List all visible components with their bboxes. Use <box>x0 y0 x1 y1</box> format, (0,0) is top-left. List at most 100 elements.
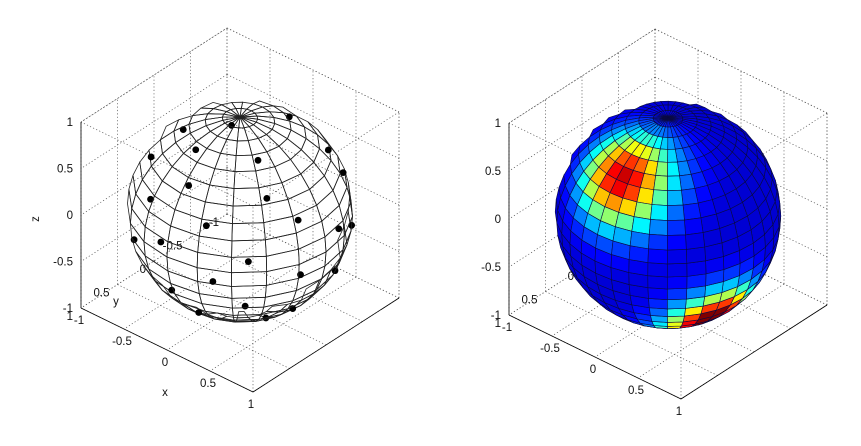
wire-cell <box>295 265 326 292</box>
right-sphere-surface-plot: -1-0.500.51-1-0.500.51-1-0.500.51 <box>481 28 828 418</box>
wire-cell <box>286 129 307 151</box>
z-tick-label: 0 <box>67 210 73 222</box>
wire-cell <box>289 120 307 140</box>
surface-cell <box>686 246 706 264</box>
grid-line <box>545 291 718 376</box>
z-tick-label: 0 <box>495 214 501 226</box>
grid-line <box>190 237 363 322</box>
z-tick-label: 1 <box>67 117 73 129</box>
grid-line <box>226 213 400 299</box>
data-point <box>195 309 203 316</box>
wire-cell <box>197 235 233 258</box>
wire-cell <box>274 158 302 184</box>
x-tick-label: 1 <box>676 406 682 418</box>
wire-cell <box>135 178 155 213</box>
surface-cell <box>636 187 655 205</box>
surface-cell <box>667 315 685 323</box>
wire-cell <box>278 138 302 161</box>
wire-cell <box>231 306 265 316</box>
surface-cell <box>653 175 668 191</box>
box-edge <box>508 28 656 124</box>
wire-cell <box>219 138 238 157</box>
wire-cell <box>196 251 232 274</box>
box-edge <box>654 28 828 114</box>
axis-line <box>80 307 254 393</box>
surface-cell <box>667 234 687 251</box>
surface-cell <box>681 188 699 206</box>
grid-line <box>153 260 327 346</box>
surface-cell <box>629 230 650 250</box>
wire-cell <box>232 204 265 225</box>
wire-cell <box>232 187 263 207</box>
z-tick-label: -1 <box>491 310 501 322</box>
data-point <box>185 182 193 189</box>
x-tick-label: 0 <box>162 357 168 369</box>
y-tick-label: 0.5 <box>522 295 538 307</box>
wire-cell <box>206 108 228 115</box>
wire-cell <box>196 147 222 170</box>
surface-cell <box>647 287 668 301</box>
y-tick-label: -0.5 <box>163 241 183 253</box>
surface-cell <box>655 161 668 177</box>
surface-cell <box>648 219 668 236</box>
wire-cell <box>171 152 198 179</box>
box-edge <box>252 111 400 207</box>
data-point <box>241 302 249 310</box>
axis-line <box>508 314 682 400</box>
wire-cell <box>226 126 240 142</box>
x-tick-label: 0.5 <box>200 378 216 390</box>
x-tick-label: -0.5 <box>112 336 132 348</box>
x-axis-label: x <box>162 387 168 399</box>
box-edge <box>80 121 254 207</box>
grid-line <box>508 28 656 124</box>
wire-cell <box>231 296 266 309</box>
wire-cell <box>324 219 345 253</box>
y-tick-label: 0 <box>568 271 574 283</box>
wire-cell <box>173 123 191 144</box>
wire-cell <box>141 165 163 197</box>
surface-cell <box>667 249 688 265</box>
data-point <box>254 156 262 164</box>
data-point <box>147 153 155 161</box>
surface-cell <box>647 275 668 290</box>
x-tick-label: -0.5 <box>540 343 560 355</box>
data-point <box>157 238 165 246</box>
sphere-wireframe <box>127 100 356 323</box>
data-point <box>335 225 343 233</box>
grid-line <box>117 284 290 369</box>
surface-cell <box>667 204 685 221</box>
surface-cell <box>684 217 704 236</box>
surface-cell <box>667 219 686 236</box>
wire-cell <box>204 113 225 121</box>
sphere-surface <box>554 100 782 329</box>
surface-cell <box>667 298 687 310</box>
y-tick-label: 1 <box>67 311 73 323</box>
z-tick-label: -1 <box>63 303 73 315</box>
wire-cell <box>231 284 267 299</box>
z-tick-label: 1 <box>495 118 501 130</box>
y-tick-label: 0.5 <box>94 288 110 300</box>
wire-cell <box>303 126 321 150</box>
y-tick-label: -1 <box>209 217 219 229</box>
wire-cell <box>252 121 273 136</box>
z-tick-label: -0.5 <box>481 262 501 274</box>
surface-cell <box>682 202 702 221</box>
wire-cell <box>255 118 276 130</box>
wire-cell <box>170 209 203 237</box>
surface-cell <box>685 232 706 250</box>
wire-cell <box>235 140 253 157</box>
wire-cell <box>188 119 207 134</box>
data-point <box>192 146 200 154</box>
wire-cell <box>234 154 257 173</box>
surface-cell <box>648 233 668 251</box>
wire-cell <box>161 142 185 168</box>
surface-cell <box>667 175 682 191</box>
wire-cell <box>321 204 344 238</box>
data-point <box>339 169 347 177</box>
box-edge <box>226 27 400 113</box>
wire-cell <box>296 115 318 136</box>
wire-cell <box>231 222 266 242</box>
wire-cell <box>231 239 267 258</box>
y-axis-label: y <box>113 296 119 308</box>
